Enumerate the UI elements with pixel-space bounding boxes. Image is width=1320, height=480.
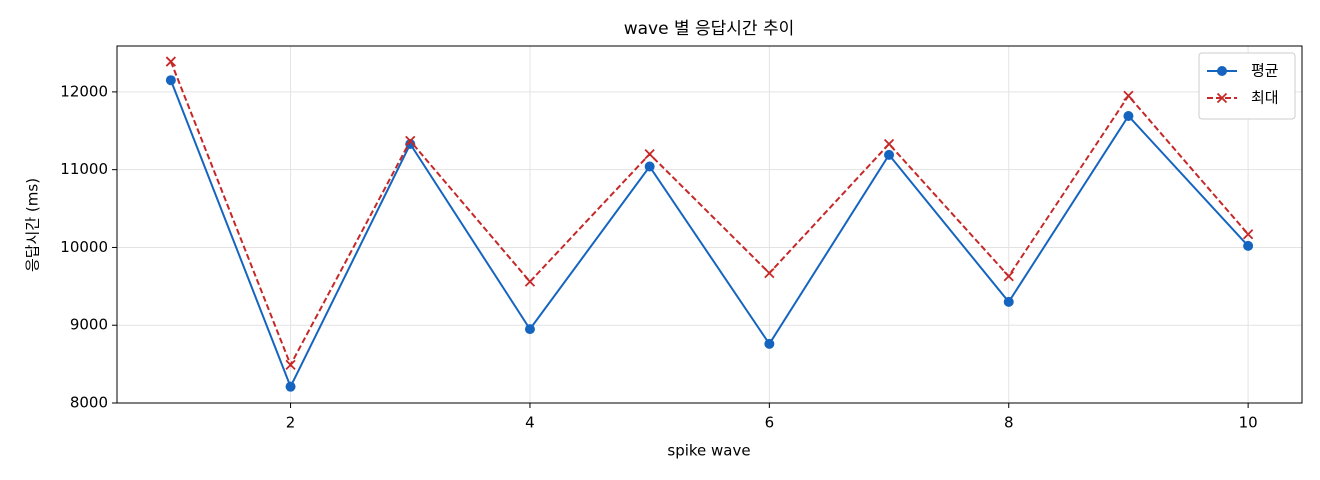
data-point <box>764 267 775 279</box>
legend-marker <box>1216 92 1228 104</box>
y-tick-label: 11000 <box>60 160 108 178</box>
data-point <box>1123 111 1134 121</box>
y-tick-label: 9000 <box>70 316 108 334</box>
x-tick-label: 10 <box>1239 414 1258 432</box>
data-point <box>1243 229 1254 240</box>
data-point <box>1123 90 1134 101</box>
series-line <box>169 79 1249 390</box>
plot-frame <box>116 45 1303 404</box>
y-tick-label: 10000 <box>60 238 108 256</box>
data-point <box>883 138 895 150</box>
data-point <box>1003 296 1014 307</box>
data-point <box>405 139 416 149</box>
data-point <box>524 324 535 335</box>
data-point <box>165 75 176 86</box>
x-tick-label: 2 <box>286 414 296 432</box>
data-point <box>764 338 775 349</box>
chart-title: wave 별 응답시간 추이 <box>624 19 795 39</box>
legend-label: 최대 <box>1251 89 1279 107</box>
x-tick-label: 8 <box>1004 414 1014 432</box>
y-axis-label: 응답시간 (ms) <box>24 178 42 272</box>
legend-box <box>1198 52 1296 120</box>
y-tick-label: 8000 <box>70 394 108 412</box>
legend-marker <box>1217 66 1227 76</box>
series-line <box>169 61 1249 368</box>
data-point <box>1003 271 1014 282</box>
data-point <box>1243 240 1254 251</box>
y-tick-label: 12000 <box>60 82 108 100</box>
data-point <box>405 135 416 147</box>
data-point <box>285 381 296 392</box>
data-point <box>285 359 296 371</box>
data-point <box>644 161 655 172</box>
data-point <box>884 149 895 160</box>
x-tick-label: 6 <box>765 414 775 432</box>
x-tick-label: 4 <box>525 414 535 432</box>
data-point <box>165 56 177 67</box>
data-point <box>644 148 655 160</box>
x-axis-label: spike wave <box>667 442 750 460</box>
legend-label: 평균 <box>1251 62 1279 80</box>
data-point <box>524 276 536 287</box>
